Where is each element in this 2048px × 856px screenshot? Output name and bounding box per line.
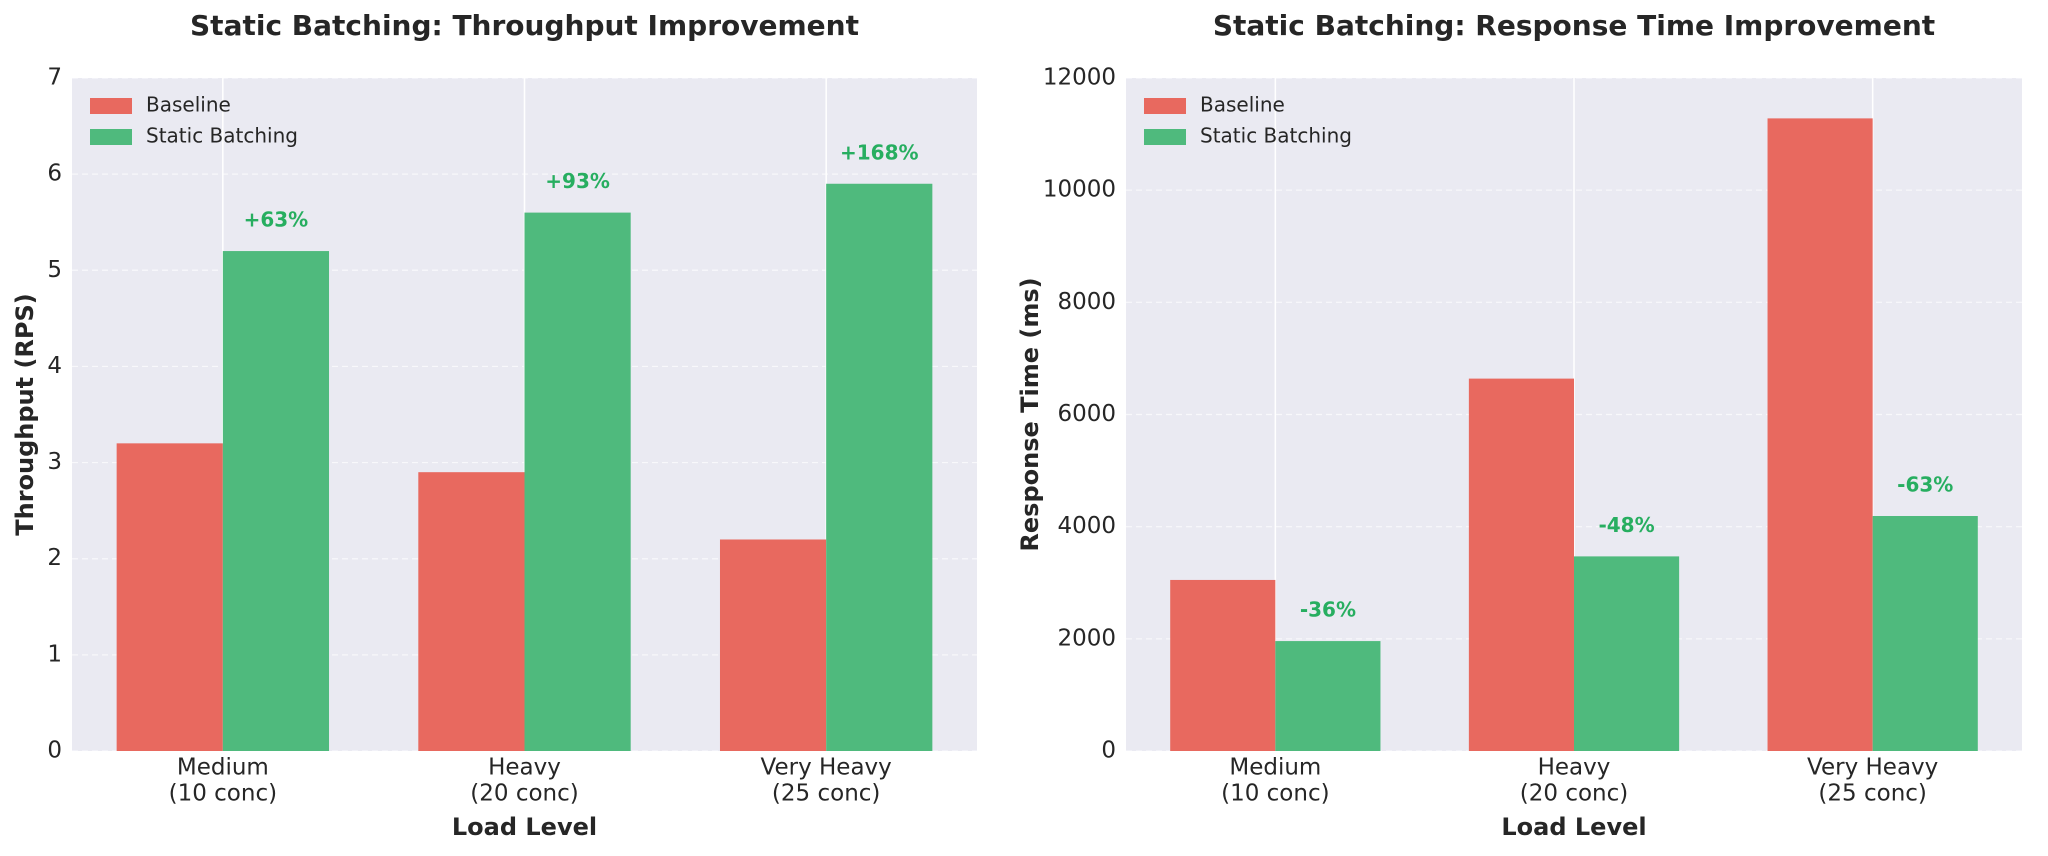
bar [1275,641,1381,751]
chart-title: Static Batching: Throughput Improvement [190,9,859,42]
bar-annotation: -36% [1300,598,1356,622]
legend-swatch [90,129,132,145]
y-tick-label: 2 [47,545,62,571]
y-tick-label: 8000 [1057,289,1116,315]
bar [222,251,330,752]
chart-title: Static Batching: Response Time Improveme… [1213,9,1935,42]
bar [1170,579,1276,751]
bar-annotation: +93% [545,169,610,193]
y-tick-label: 4000 [1057,513,1116,539]
x-tick-label: (20 conc) [1520,781,1628,807]
y-tick-label: 4 [47,353,62,379]
x-tick-label: Very Heavy [1807,755,1938,781]
bar-annotation: -48% [1598,513,1654,537]
legend-swatch [1144,129,1186,145]
x-axis-label: Load Level [1501,813,1646,841]
x-tick-label: (10 conc) [1221,781,1329,807]
bar [116,443,223,751]
y-tick-label: 6000 [1057,401,1116,427]
y-tick-label: 5 [47,257,62,283]
bar-annotation: +168% [840,140,919,164]
x-tick-label: Medium [1229,755,1321,781]
y-axis-label: Response Time (ms) [1016,277,1044,551]
y-tick-label: 6 [47,161,62,187]
y-tick-label: 12000 [1043,65,1116,91]
x-axis-label: Load Level [452,813,597,841]
legend-label: Static Batching [1200,124,1352,148]
bar [418,472,525,751]
bar [826,183,933,751]
legend-swatch [1144,98,1186,114]
x-tick-label: (25 conc) [1818,781,1926,807]
bar [1574,556,1680,751]
x-tick-label: Medium [177,755,269,781]
x-tick-label: (10 conc) [169,781,277,807]
bar [1872,516,1978,751]
bar-annotation: +63% [244,208,309,232]
y-axis-label: Throughput (RPS) [11,293,39,536]
legend-label: Static Batching [146,124,298,148]
y-tick-label: 10000 [1043,177,1116,203]
y-tick-label: 3 [47,449,62,475]
bar [1767,118,1873,751]
bar [719,539,827,751]
bar [524,212,631,752]
y-tick-label: 7 [47,65,62,91]
y-tick-label: 1 [47,641,62,667]
x-tick-label: Very Heavy [761,755,892,781]
x-tick-label: (25 conc) [772,781,880,807]
y-tick-label: 0 [1101,738,1116,764]
legend-label: Baseline [1200,93,1285,117]
y-tick-label: 2000 [1057,625,1116,651]
bar [1468,378,1574,751]
legend-label: Baseline [146,93,231,117]
legend-swatch [90,98,132,114]
x-tick-label: (20 conc) [470,781,578,807]
x-tick-label: Heavy [1538,755,1611,781]
y-tick-label: 0 [47,738,62,764]
x-tick-label: Heavy [488,755,561,781]
bar-annotation: -63% [1897,473,1953,497]
